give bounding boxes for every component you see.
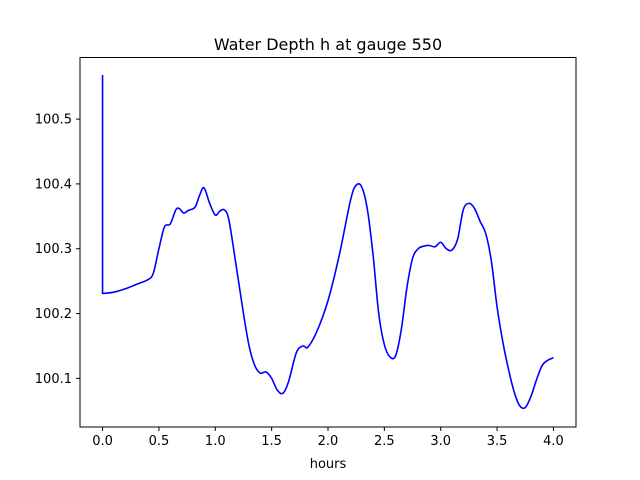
x-axis-title: hours	[310, 457, 347, 472]
y-tick-label: 100.3	[35, 242, 72, 257]
chart-title: Water Depth h at gauge 550	[214, 35, 442, 54]
x-tick-label: 1.0	[205, 434, 226, 449]
y-tick-label: 100.5	[35, 113, 72, 128]
x-tick-label: 1.5	[261, 434, 282, 449]
series-line-0	[101, 75, 554, 410]
x-tick-label: 3.5	[487, 434, 508, 449]
x-axis: 0.0 0.5 1.0 1.5 2.0 2.5 3.0 3.5 4.0	[92, 427, 564, 449]
y-axis: 100.1 100.2 100.3 100.4 100.5	[35, 113, 80, 387]
plot-frame	[79, 57, 577, 428]
y-tick-label: 100.4	[35, 177, 72, 192]
x-tick-label: 0.5	[149, 434, 170, 449]
plot-area	[101, 75, 554, 410]
y-tick-label: 100.1	[35, 372, 72, 387]
x-tick-label: 0.0	[92, 434, 113, 449]
x-tick-label: 3.0	[430, 434, 451, 449]
x-tick-label: 4.0	[543, 434, 564, 449]
y-tick-label: 100.2	[35, 307, 72, 322]
x-tick-label: 2.5	[374, 434, 395, 449]
x-tick-label: 2.0	[318, 434, 339, 449]
